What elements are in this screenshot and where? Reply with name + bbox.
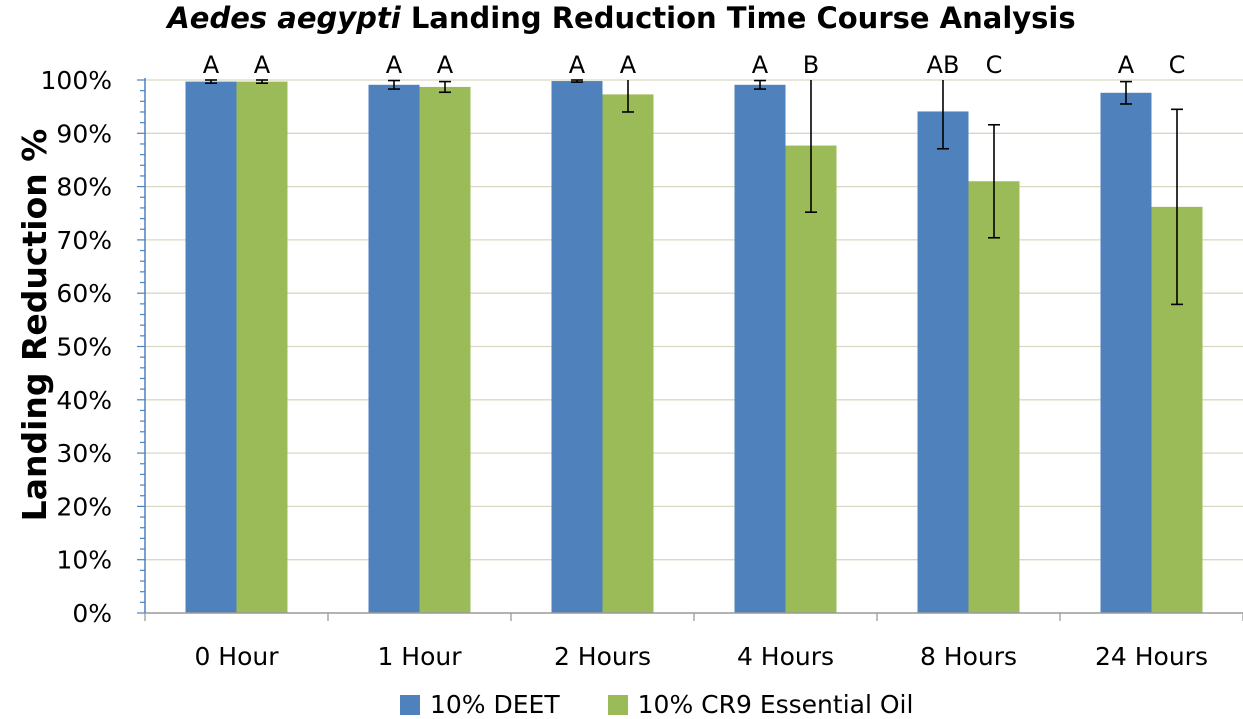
significance-letter: A — [437, 51, 454, 79]
significance-letter: C — [986, 51, 1003, 79]
y-tick-label: 10% — [56, 546, 112, 575]
x-tick-labels: 0 Hour 1 Hour 2 Hours 4 Hours 8 Hours 24 Hour… — [194, 642, 1208, 671]
legend-label-deet: 10% DEET — [430, 690, 560, 719]
legend-label-cr9: 10% CR9 Essential Oil — [637, 690, 914, 719]
bar — [551, 81, 603, 614]
gridlines — [145, 79, 1243, 561]
x-tick-label: 2 Hours — [554, 642, 651, 671]
significance-letter: AB — [927, 51, 960, 79]
legend-swatch-deet — [400, 694, 420, 715]
bar — [785, 145, 837, 613]
bar — [968, 181, 1020, 613]
significance-letter: C — [1169, 51, 1186, 79]
error-bars — [205, 79, 1183, 306]
x-tick-label: 8 Hours — [920, 642, 1017, 671]
significance-letter: B — [803, 51, 819, 79]
significance-letter: A — [386, 51, 403, 79]
x-tick-label: 1 Hour — [377, 642, 462, 671]
chart-title: Aedes aegypti Landing Reduction Time Cou… — [0, 0, 1243, 36]
bar — [734, 84, 786, 613]
x-tick-label: 24 Hours — [1095, 642, 1208, 671]
chart-title-text: Landing Reduction Time Course Analysis — [400, 1, 1076, 35]
bar — [236, 81, 288, 613]
legend-swatch-cr9 — [607, 694, 628, 715]
y-axis-label: Landing Reduction % — [15, 128, 54, 522]
bar — [917, 111, 969, 614]
y-tick-label: 40% — [56, 386, 112, 415]
significance-letter: A — [203, 51, 220, 79]
bar — [1100, 92, 1152, 614]
legend-item-cr9: 10% CR9 Essential Oil — [607, 690, 914, 719]
y-tick-label: 50% — [56, 333, 112, 362]
y-tick-label: 30% — [56, 439, 112, 468]
y-tick-labels: 0% 10% 20% 30% 40% 50% 60% 70% 80% 90% 100% — [41, 66, 112, 628]
significance-letter: A — [752, 51, 769, 79]
y-tick-label: 70% — [56, 226, 112, 255]
bars — [185, 81, 1203, 614]
bar — [185, 81, 237, 613]
bar — [368, 84, 420, 613]
y-tick-label: 90% — [56, 119, 112, 148]
bar — [419, 86, 471, 613]
y-tick-label: 60% — [56, 279, 112, 308]
chart-title-species: Aedes aegypti — [167, 1, 401, 35]
x-tick-label: 4 Hours — [737, 642, 834, 671]
x-tick-label: 0 Hour — [194, 642, 279, 671]
significance-letter: A — [620, 51, 637, 79]
y-tick-label: 20% — [56, 492, 112, 521]
significance-letter: A — [569, 51, 586, 79]
axes — [137, 78, 1243, 621]
bar — [602, 94, 654, 614]
legend-item-deet: 10% DEET — [400, 690, 560, 719]
significance-letters: A A A A A A A B AB C A C — [203, 51, 1186, 79]
significance-letter: A — [1118, 51, 1135, 79]
significance-letter: A — [254, 51, 271, 79]
y-tick-label: 100% — [41, 66, 112, 95]
y-tick-label: 0% — [72, 599, 112, 628]
y-tick-label: 80% — [56, 173, 112, 202]
legend: 10% DEET 10% CR9 Essential Oil — [400, 690, 961, 719]
